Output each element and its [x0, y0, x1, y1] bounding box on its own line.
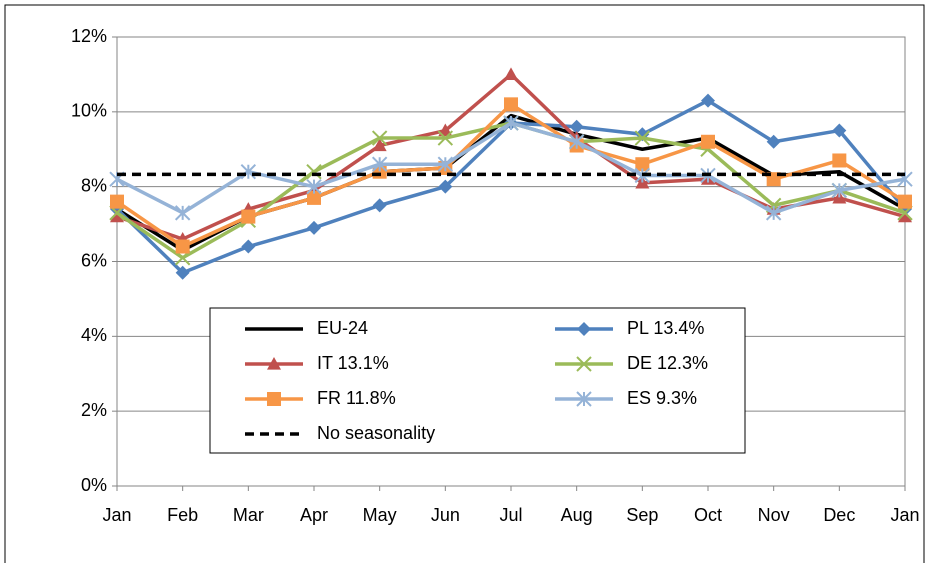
legend-marker	[576, 391, 592, 407]
marker	[372, 198, 387, 213]
x-tick-label: May	[363, 505, 397, 525]
marker	[175, 239, 190, 254]
legend-marker	[576, 356, 592, 372]
y-tick-label: 4%	[81, 325, 107, 345]
x-tick-label: Feb	[167, 505, 198, 525]
x-tick-label: Jun	[431, 505, 460, 525]
x-tick-label: Mar	[233, 505, 264, 525]
marker	[831, 182, 848, 199]
marker	[568, 134, 585, 150]
marker	[372, 138, 387, 152]
marker	[569, 119, 584, 134]
x-tick-label: Sep	[626, 505, 658, 525]
x-tick-label: Oct	[694, 505, 722, 525]
legend-label: ES 9.3%	[627, 388, 697, 408]
y-tick-label: 6%	[81, 250, 107, 270]
marker	[701, 134, 715, 149]
marker	[306, 163, 322, 180]
marker	[175, 265, 190, 280]
marker	[503, 115, 519, 131]
marker	[371, 130, 388, 146]
legend-label: PL 13.4%	[627, 318, 704, 338]
x-tick-label: Dec	[823, 505, 855, 525]
legend-label: EU-24	[317, 318, 368, 338]
legend-marker	[267, 357, 281, 370]
legend-label: FR 11.8%	[317, 388, 396, 408]
marker	[307, 190, 321, 205]
y-tick-label: 2%	[81, 400, 107, 420]
marker	[438, 123, 453, 137]
y-tick-label: 12%	[71, 26, 107, 46]
x-tick-label: Aug	[561, 505, 593, 525]
marker	[307, 220, 321, 235]
marker	[306, 178, 322, 195]
marker	[241, 209, 256, 224]
marker	[898, 194, 912, 209]
marker	[832, 153, 847, 168]
marker	[766, 134, 781, 149]
legend-marker	[267, 392, 281, 406]
legend	[209, 307, 746, 454]
marker	[438, 179, 453, 194]
marker	[634, 130, 651, 146]
x-tick-label: Nov	[758, 505, 790, 525]
legend-label: DE 12.3%	[627, 353, 708, 373]
marker	[110, 194, 124, 209]
y-tick-label: 10%	[71, 101, 107, 121]
marker	[504, 67, 518, 81]
marker	[832, 123, 847, 138]
marker	[765, 205, 782, 221]
x-tick-label: Jan	[102, 505, 131, 525]
marker	[174, 205, 191, 221]
marker	[898, 209, 912, 223]
x-tick-label: Jul	[499, 505, 522, 525]
marker	[437, 130, 454, 146]
y-tick-label: 0%	[81, 475, 107, 495]
marker	[240, 163, 257, 180]
marker	[635, 157, 650, 172]
legend-label: IT 13.1%	[317, 353, 389, 373]
marker	[504, 97, 518, 112]
marker	[701, 93, 715, 108]
marker	[437, 156, 454, 172]
legend-marker	[577, 322, 591, 336]
x-tick-label: Jan	[890, 505, 919, 525]
x-tick-label: Apr	[300, 505, 328, 525]
marker	[371, 156, 388, 172]
marker	[110, 209, 124, 223]
legend-label: No seasonality	[317, 423, 435, 443]
y-tick-label: 8%	[81, 175, 107, 195]
chart-border	[4, 4, 925, 563]
marker	[241, 239, 256, 254]
